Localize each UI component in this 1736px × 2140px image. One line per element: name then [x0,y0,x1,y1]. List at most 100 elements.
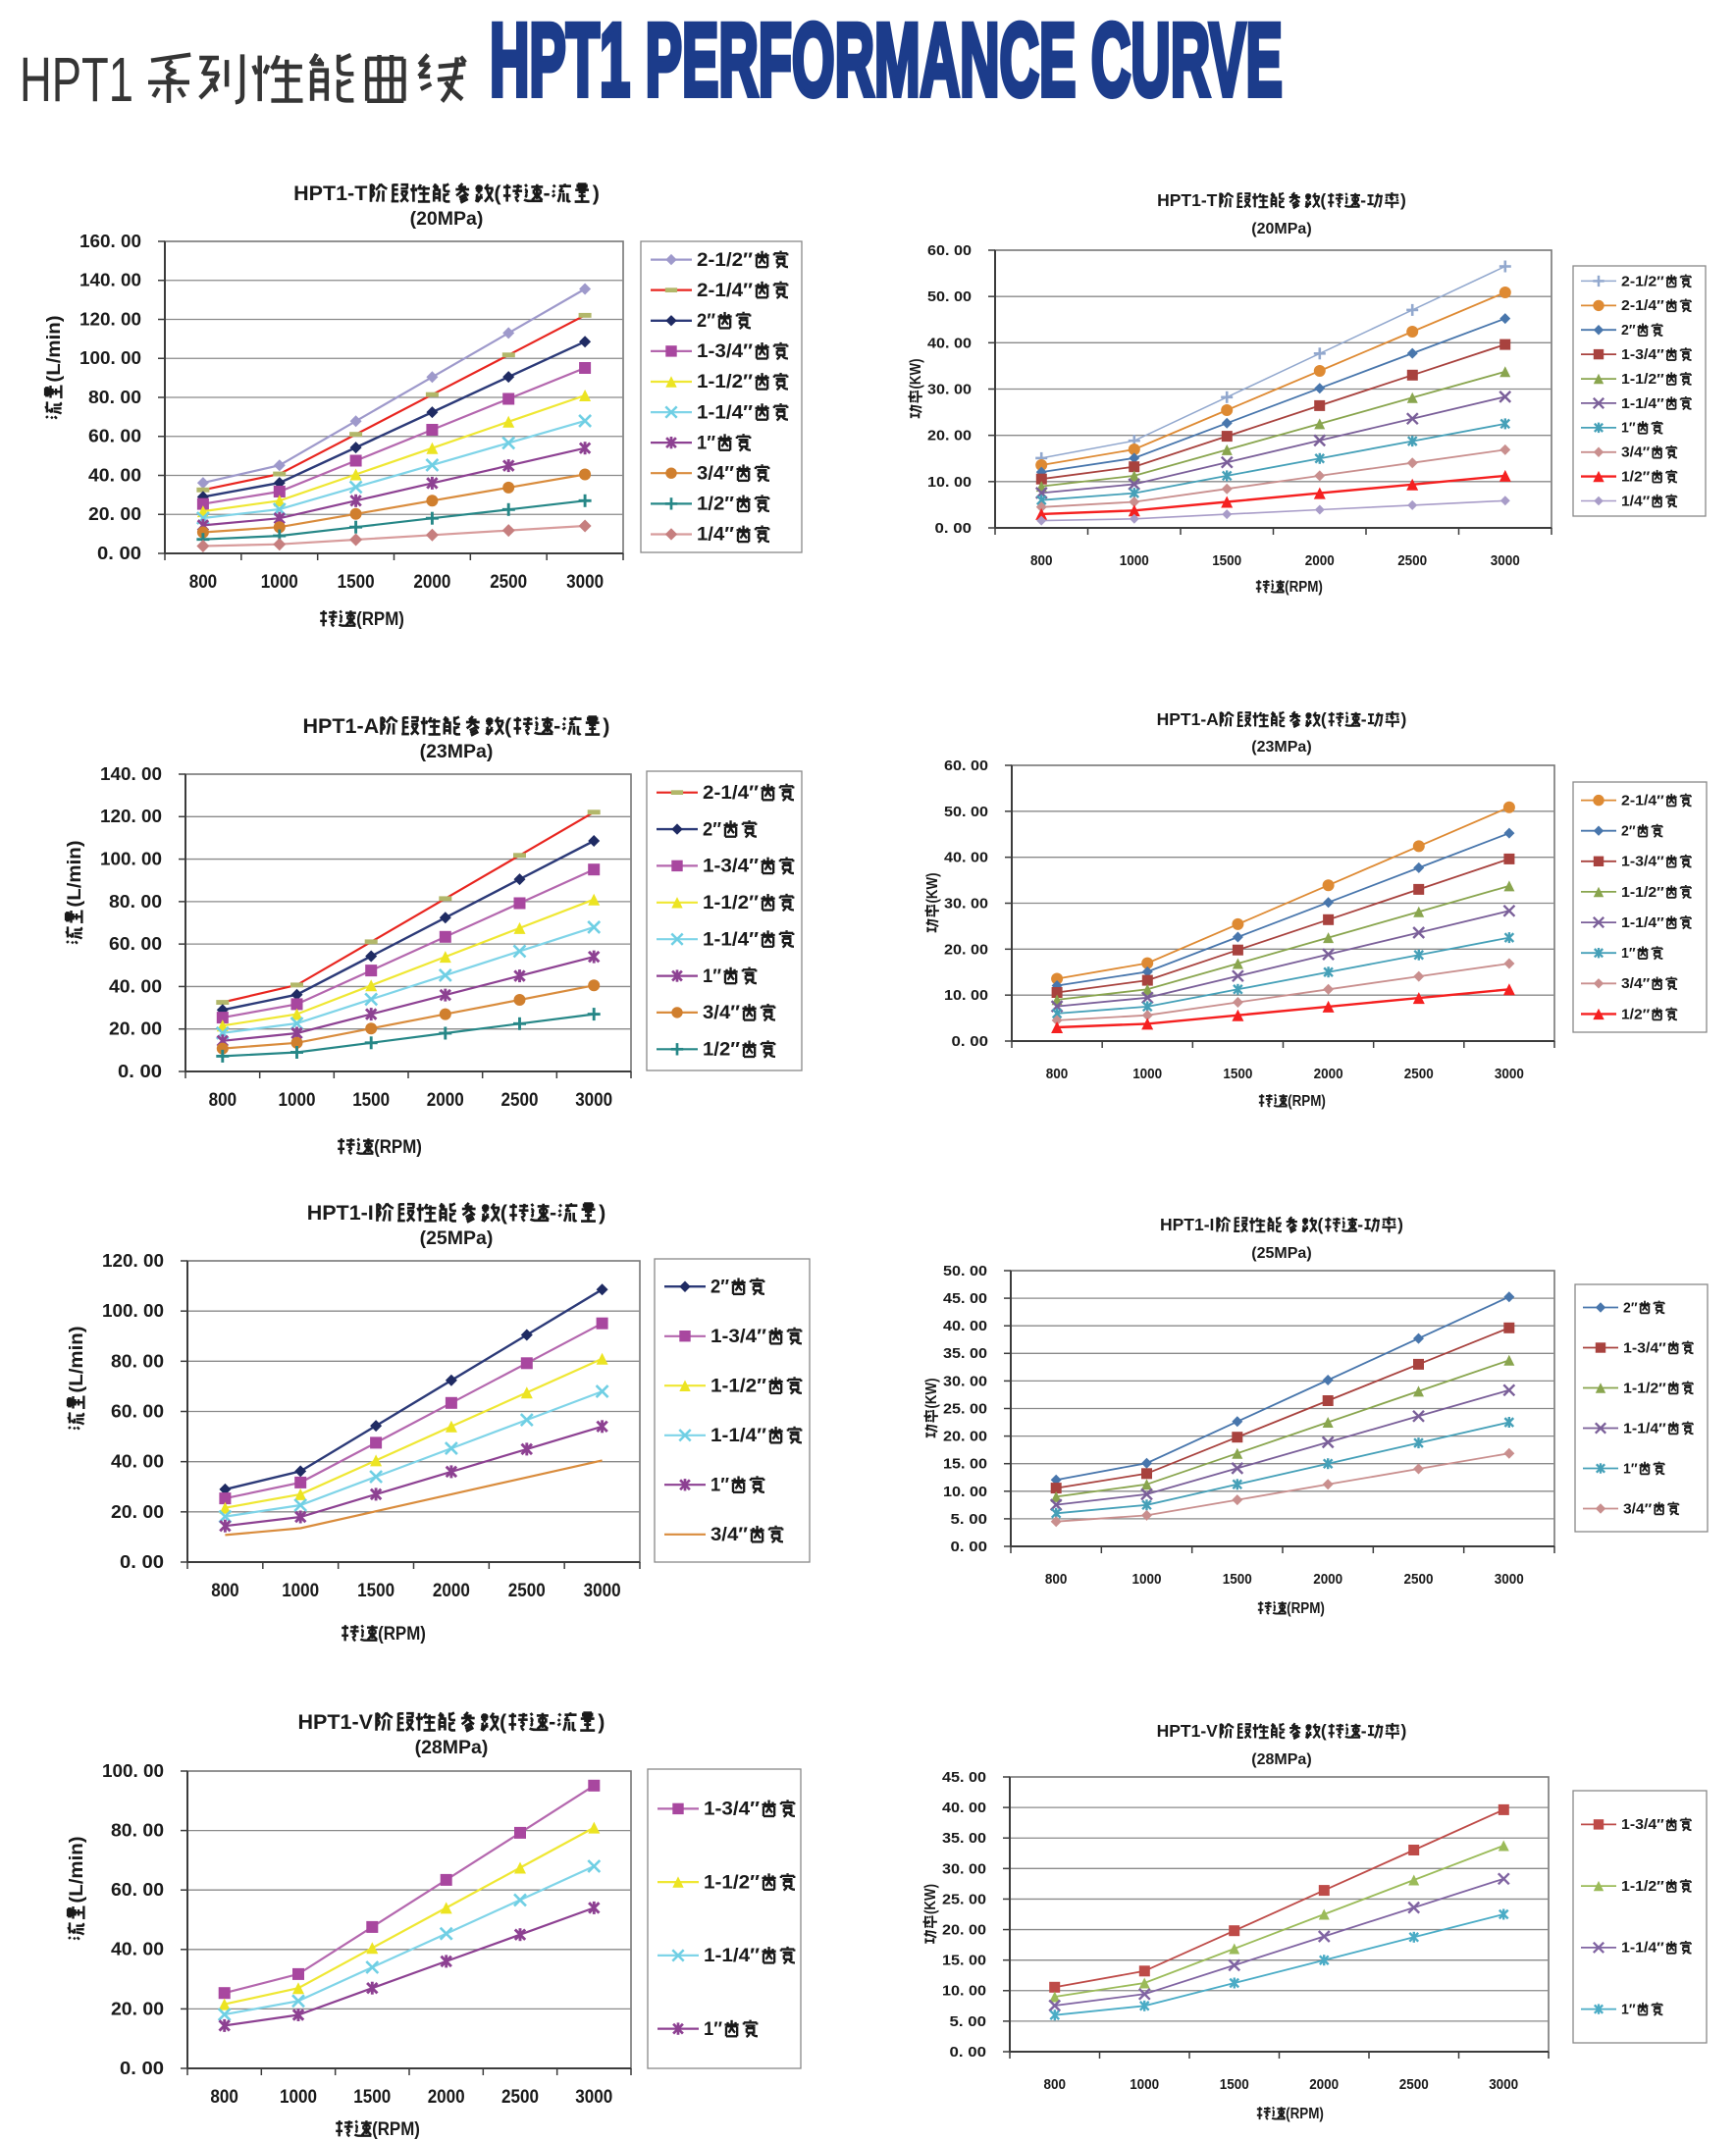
svg-text:800: 800 [210,2087,238,2108]
svg-text:1″: 1″ [704,2019,722,2040]
svg-text:1-1/4″: 1-1/4″ [1623,1421,1666,1436]
svg-text:1500: 1500 [352,1090,390,1111]
svg-text:1500: 1500 [1223,1066,1252,1082]
svg-text:40. 00: 40. 00 [943,1318,987,1334]
svg-text:800: 800 [1046,1066,1069,1082]
svg-text:3000: 3000 [584,1581,621,1601]
svg-text:2-1/4″: 2-1/4″ [1621,793,1664,809]
svg-text:50. 00: 50. 00 [927,288,972,305]
svg-text:1000: 1000 [1130,2076,1159,2093]
svg-text:140. 00: 140. 00 [100,764,162,784]
svg-text:1/4″: 1/4″ [697,525,734,546]
svg-text:2″: 2″ [710,1278,729,1298]
svg-text:45. 00: 45. 00 [942,1769,986,1786]
svg-text:60. 00: 60. 00 [927,242,972,259]
svg-text:1-3/4″: 1-3/4″ [1621,1817,1664,1833]
svg-text:3000: 3000 [575,1090,612,1111]
svg-text:1″: 1″ [1621,2002,1636,2017]
svg-text:80. 00: 80. 00 [111,1821,164,1841]
svg-text:2-1/4″: 2-1/4″ [697,281,753,301]
svg-text:800: 800 [1045,1571,1068,1588]
svg-text:(25MPa): (25MPa) [420,1227,494,1249]
svg-text:): ) [603,714,609,738]
svg-text:2500: 2500 [1399,2076,1429,2093]
svg-text:100. 00: 100. 00 [102,1761,164,1781]
svg-text:(KW): (KW) [923,1379,940,1409]
svg-text:80. 00: 80. 00 [88,388,141,407]
svg-text:1-1/4″: 1-1/4″ [710,1426,766,1446]
svg-text:50. 00: 50. 00 [943,1263,987,1279]
svg-text:35. 00: 35. 00 [943,1345,987,1362]
svg-text:20. 00: 20. 00 [927,428,972,444]
svg-text:(: ( [1320,190,1326,210]
svg-text:1/4″: 1/4″ [1621,494,1650,509]
svg-text:(RPM): (RPM) [1286,2106,1324,2122]
svg-text:1-1/4″: 1-1/4″ [704,1946,760,1966]
svg-text:800: 800 [1030,552,1053,569]
svg-text:80. 00: 80. 00 [111,1351,164,1371]
svg-text:1-3/4″: 1-3/4″ [1621,347,1664,363]
svg-text:3000: 3000 [575,2087,612,2108]
svg-text:-: - [1360,190,1366,210]
svg-text:2500: 2500 [501,2087,539,2108]
svg-text:60. 00: 60. 00 [944,757,988,774]
svg-text:0. 00: 0. 00 [951,1539,988,1555]
svg-text:20. 00: 20. 00 [944,941,988,958]
svg-text:1-3/4″: 1-3/4″ [1623,1340,1666,1356]
svg-text:(KW): (KW) [908,359,924,390]
svg-text:120. 00: 120. 00 [100,807,162,826]
svg-text:(L/min): (L/min) [66,1326,87,1392]
svg-text:1000: 1000 [261,572,298,593]
svg-text:30. 00: 30. 00 [942,1860,986,1877]
svg-text:2500: 2500 [1397,552,1427,569]
svg-text:40. 00: 40. 00 [111,1452,164,1472]
svg-text:1-3/4″: 1-3/4″ [710,1327,766,1347]
svg-text:(RPM): (RPM) [372,2118,420,2140]
svg-text:2000: 2000 [433,1581,470,1601]
svg-text:800: 800 [209,1090,237,1111]
svg-text:30. 00: 30. 00 [927,381,972,397]
svg-text:1-3/4″: 1-3/4″ [704,1800,760,1820]
svg-text:1000: 1000 [279,1090,316,1111]
svg-text:40. 00: 40. 00 [944,850,988,866]
svg-text:10. 00: 10. 00 [944,987,988,1004]
svg-text:-: - [544,182,551,205]
svg-text:50. 00: 50. 00 [944,804,988,820]
svg-text:HPT1-T: HPT1-T [1157,190,1218,210]
svg-text:1-1/2″: 1-1/2″ [704,1872,760,1893]
svg-text:1-3/4″: 1-3/4″ [1621,855,1664,870]
svg-text:5. 00: 5. 00 [951,1511,988,1528]
svg-text:(RPM): (RPM) [378,1623,426,1644]
svg-text:1″: 1″ [703,966,721,987]
svg-text:2-1/4″: 2-1/4″ [1621,298,1664,314]
svg-text:1″: 1″ [697,433,715,453]
svg-text:(: ( [1321,1721,1327,1741]
svg-text:140. 00: 140. 00 [79,271,141,290]
svg-text:-: - [549,1710,555,1734]
svg-text:(RPM): (RPM) [1288,1093,1326,1110]
svg-text:2-1/4″: 2-1/4″ [703,783,759,804]
svg-text:30. 00: 30. 00 [943,1373,987,1389]
svg-text:(L/min): (L/min) [43,315,65,382]
svg-text:2000: 2000 [1309,2076,1339,2093]
svg-text:5. 00: 5. 00 [950,2013,987,2030]
svg-text:15. 00: 15. 00 [942,1953,986,1969]
svg-text:60. 00: 60. 00 [111,1880,164,1900]
svg-text:1-1/4″: 1-1/4″ [703,930,759,951]
svg-text:25. 00: 25. 00 [943,1401,987,1418]
svg-text:HPT1-I: HPT1-I [1160,1215,1214,1234]
svg-text:1-1/4″: 1-1/4″ [1621,915,1664,931]
svg-text:(: ( [1318,1215,1324,1234]
svg-text:10. 00: 10. 00 [943,1484,987,1500]
svg-text:2500: 2500 [1404,1066,1434,1082]
svg-text:2000: 2000 [1313,1571,1342,1588]
svg-text:20. 00: 20. 00 [88,504,141,524]
svg-text:1-1/2″: 1-1/2″ [1621,1879,1664,1895]
svg-text:2″: 2″ [703,819,721,840]
svg-text:0. 00: 0. 00 [950,2044,987,2061]
svg-text:800: 800 [211,1581,239,1601]
svg-text:(28MPa): (28MPa) [1251,1751,1311,1768]
svg-text:800: 800 [189,572,218,593]
svg-text:): ) [593,182,600,205]
svg-text:(: ( [500,1710,507,1734]
